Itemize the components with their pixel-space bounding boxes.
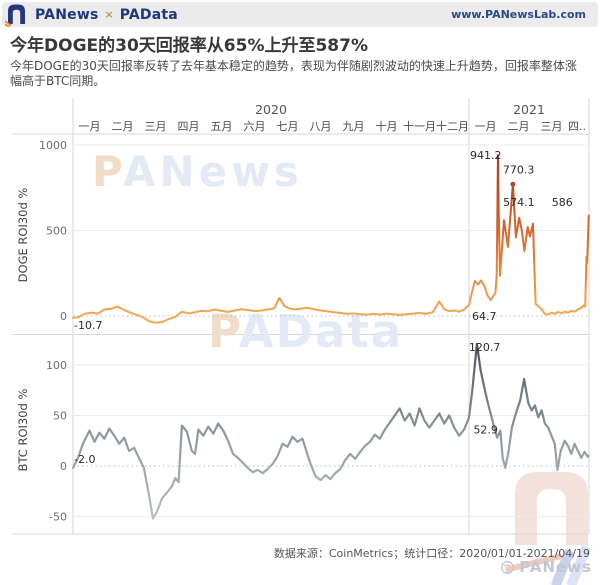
chart-title: 今年DOGE的30天回报率从65%上升至587% [10,36,368,56]
panews-logo-icon [5,4,25,27]
watermark-stripe-blue1 [550,549,575,585]
month-label: 四.. [568,120,586,133]
y-tick-label: 0 [60,310,67,323]
month-label: 八月 [310,120,332,133]
month-label: 十一月 [403,119,436,133]
footer-logo-text: PANews [519,558,592,576]
month-label: 六月 [244,120,266,133]
brand-separator: × [104,8,114,21]
axis-labels: 一月 二月 三月 四月 五月 六月 七月 八月 九月 十月 十一月 十二月 一月 二月 三月 四..2020 2… [39,102,586,524]
header-bar: PANews × PAData www.PANewsLab.com [2,2,598,27]
month-label: 五月 [211,120,233,133]
watermark-n-logo [515,472,588,545]
watermark-stripe-blue2 [566,545,592,585]
value-annotation: 120.7 [469,341,501,354]
btc-line [71,343,590,520]
subtitle-line-1: 今年DOGE的30天回报率反转了去年基本稳定的趋势，表现为伴随剧烈波动的快速上升… [10,59,577,73]
watermark-panews-text: PANews [92,147,303,196]
month-label: 一月 [475,120,497,133]
year-label-2021: 2021 [513,102,545,117]
brand-right-text: PAData [119,6,178,23]
month-label: 二月 [508,120,530,133]
month-label: 二月 [112,120,134,133]
data-source-note: 数据来源：CoinMetrics；统计口径：2020/01/01-2021/04… [273,547,590,560]
website-url: www.PANewsLab.com [451,8,586,21]
corner-watermark [504,472,592,585]
month-label: 九月 [343,120,365,133]
value-annotation: 64.7 [472,310,497,323]
value-annotation: 586 [552,196,573,209]
brand: PANews × PAData [5,2,178,27]
month-label: 七月 [277,120,299,133]
btc-y-axis-label: BTC ROI30d % [16,388,30,471]
chart-frame [12,98,590,535]
value-annotation: 770.3 [503,163,535,176]
footer-logo-icon [501,560,515,574]
y-tick-label: 500 [46,225,67,238]
y-tick-label: 0 [60,460,67,473]
y-tick-label: 50 [53,410,67,423]
month-label: 十月 [376,119,398,133]
footer-logo: PANews [500,558,592,576]
value-annotation: 52.9 [473,424,498,437]
peak-marker-dot [510,181,516,187]
subtitle-line-2: 幅高于BTC同期。 [10,74,106,88]
doge-y-axis-label: DOGE ROI30d % [16,188,30,283]
value-annotation: -10.7 [74,319,102,332]
brand-left-text: PANews [35,6,99,23]
month-label: 四月 [178,120,200,133]
chart-subtitle: 今年DOGE的30天回报率反转了去年基本稳定的趋势，表现为伴随剧烈波动的快速上升… [10,59,594,89]
watermark-stripe-red [504,552,563,573]
month-label: 一月 [79,120,101,133]
month-label: 十二月 [436,119,469,133]
month-label: 三月 [541,120,563,133]
y-tick-label: -50 [49,511,67,524]
value-annotation: -2.0 [74,453,95,466]
value-annotation: 941.2 [470,149,502,162]
month-label: 三月 [145,120,167,133]
series-lines [71,154,590,520]
y-tick-label: 100 [46,359,67,372]
value-annotation: 574.1 [503,196,535,209]
watermark-padata-text: PAData [208,305,403,358]
y-tick-label: 1000 [39,139,67,152]
year-label-2020: 2020 [255,102,287,117]
doge-line [72,154,590,324]
